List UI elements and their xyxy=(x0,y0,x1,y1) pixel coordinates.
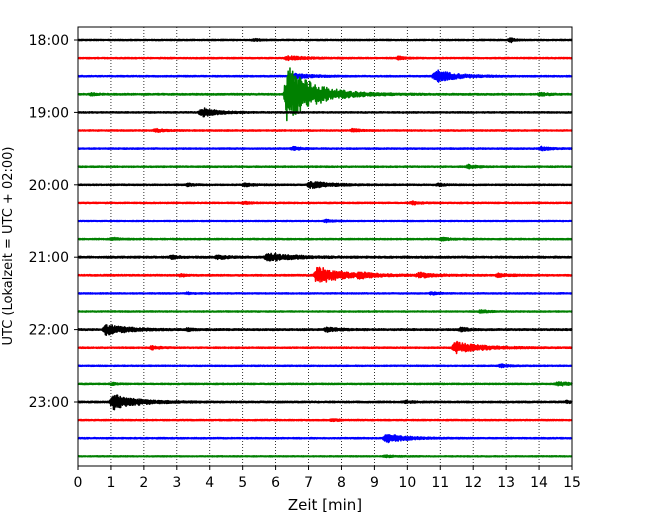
x-tick-label-2: 2 xyxy=(139,475,148,491)
trace-2315 xyxy=(77,418,573,423)
trace-2115 xyxy=(77,266,573,283)
x-tick-label-9: 9 xyxy=(370,475,379,491)
trace-1800 xyxy=(77,37,573,44)
grid-lines xyxy=(110,27,540,466)
x-tick-label-7: 7 xyxy=(304,475,313,491)
y-tick-label-19:00: 19:00 xyxy=(29,105,69,121)
y-axis: 18:00 19:00 20:00 21:00 22:00 23:00 xyxy=(29,33,78,411)
trace-1815 xyxy=(77,55,573,62)
x-tick-label-5: 5 xyxy=(238,475,247,491)
y-tick-label-18:00: 18:00 xyxy=(29,33,69,49)
y-tick-label-22:00: 22:00 xyxy=(29,323,69,339)
x-tick-label-1: 1 xyxy=(106,475,115,491)
trace-1915 xyxy=(77,127,573,133)
x-axis: 0 1 2 3 4 5 6 7 8 9 10 11 12 13 14 15 xyxy=(74,466,581,491)
x-tick-label-6: 6 xyxy=(271,475,280,491)
trace-2345 xyxy=(77,454,573,459)
trace-2330 xyxy=(77,434,573,444)
x-tick-label-13: 13 xyxy=(497,475,515,491)
plot-frame xyxy=(77,26,573,467)
x-tick-label-0: 0 xyxy=(74,475,83,491)
x-tick-label-14: 14 xyxy=(530,475,548,491)
x-tick-label-3: 3 xyxy=(172,475,181,491)
trace-2230 xyxy=(77,363,573,369)
plot-area-background xyxy=(78,27,572,466)
trace-1845 xyxy=(77,67,573,122)
y-tick-label-21:00: 21:00 xyxy=(29,250,69,266)
trace-2245 xyxy=(77,381,573,387)
trace-2045 xyxy=(77,236,573,242)
trace-2015 xyxy=(77,200,573,206)
trace-2100 xyxy=(77,252,573,262)
x-tick-label-12: 12 xyxy=(464,475,482,491)
y-tick-label-20:00: 20:00 xyxy=(29,178,69,194)
trace-1900 xyxy=(77,107,573,118)
trace-2130 xyxy=(77,291,573,296)
x-tick-label-11: 11 xyxy=(431,475,449,491)
seismic-traces xyxy=(77,37,573,459)
trace-2000 xyxy=(77,180,573,190)
trace-1930 xyxy=(77,145,573,152)
x-tick-label-10: 10 xyxy=(398,475,416,491)
trace-1945 xyxy=(77,163,573,170)
y-axis-label: UTC (Lokalzeit = UTC + 02:00) xyxy=(1,147,16,346)
trace-2200 xyxy=(77,324,573,336)
x-tick-label-8: 8 xyxy=(337,475,346,491)
trace-2300 xyxy=(77,394,573,411)
trace-2145 xyxy=(77,309,573,314)
x-tick-label-4: 4 xyxy=(205,475,214,491)
x-axis-label: Zeit [min] xyxy=(288,496,362,514)
x-tick-label-15: 15 xyxy=(563,475,581,491)
trace-1830 xyxy=(77,69,573,83)
trace-2030 xyxy=(77,218,573,224)
y-tick-label-23:00: 23:00 xyxy=(29,395,69,411)
trace-2215 xyxy=(77,340,573,355)
